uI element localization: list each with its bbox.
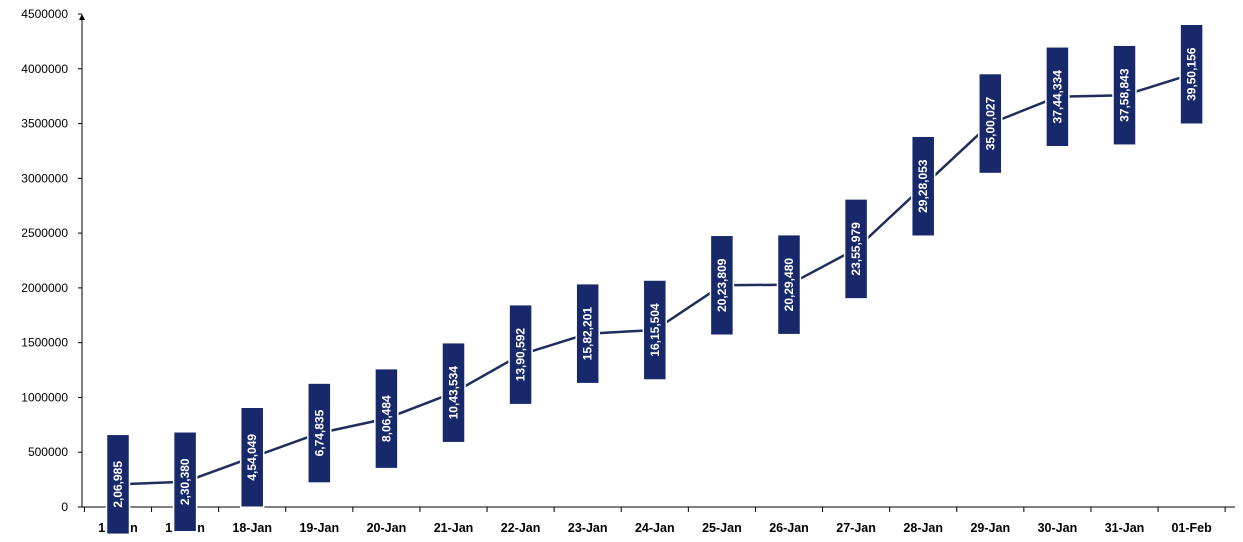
y-tick-label: 2000000 xyxy=(21,281,68,295)
data-label-text: 6,74,835 xyxy=(312,409,326,456)
data-label: 37,58,843 xyxy=(1112,44,1137,146)
data-label-text: 39,50,156 xyxy=(1185,47,1199,101)
data-label-box xyxy=(239,406,265,509)
data-label: 2,06,985 xyxy=(105,433,131,536)
y-axis-arrow-icon xyxy=(79,14,85,20)
data-label: 2,30,380 xyxy=(172,431,198,533)
data-label: 4,54,049 xyxy=(239,406,265,509)
x-axis: 16-Jan17-Jan18-Jan19-Jan20-Jan21-Jan22-J… xyxy=(82,506,1235,535)
data-label-box xyxy=(642,279,668,381)
x-tick-label: 01-Feb xyxy=(1171,521,1212,535)
data-label-box xyxy=(374,367,399,470)
data-label-text: 10,43,534 xyxy=(447,366,461,420)
data-labels-group: 2,06,985 2,30,380 4,54,049 6,74,835 8,06,484… xyxy=(105,23,1204,536)
x-tick-label: 23-Jan xyxy=(568,521,608,535)
data-label-box xyxy=(307,382,332,484)
data-label: 37,44,334 xyxy=(1045,46,1070,148)
y-tick-label: 3500000 xyxy=(21,117,68,131)
data-label-text: 20,29,480 xyxy=(782,258,796,312)
data-label-text: 20,23,809 xyxy=(715,258,729,312)
data-label-box xyxy=(575,282,600,385)
x-tick-label: 25-Jan xyxy=(702,521,742,535)
y-tick-label: 0 xyxy=(61,500,68,514)
data-label-text: 37,44,334 xyxy=(1050,70,1064,124)
series-line xyxy=(117,73,1192,486)
data-label: 15,82,201 xyxy=(575,282,600,385)
x-tick-label: 30-Jan xyxy=(1038,521,1078,535)
data-label-box xyxy=(910,135,936,237)
data-label-text: 23,55,979 xyxy=(849,222,863,276)
x-tick-label: 28-Jan xyxy=(903,521,943,535)
x-tick-label: 24-Jan xyxy=(635,521,675,535)
x-tick-label: 20-Jan xyxy=(367,521,407,535)
data-label-text: 8,06,484 xyxy=(379,395,393,442)
x-tick-label: 22-Jan xyxy=(501,521,541,535)
y-tick-label: 500000 xyxy=(28,445,68,459)
data-label-box xyxy=(843,198,869,300)
data-label-text: 2,06,985 xyxy=(111,461,125,508)
data-label-text: 2,30,380 xyxy=(178,458,192,505)
data-label-text: 4,54,049 xyxy=(245,434,259,481)
data-label: 35,00,027 xyxy=(978,72,1003,175)
data-label-text: 35,00,027 xyxy=(983,97,997,151)
data-label-box xyxy=(978,72,1003,175)
data-label-box xyxy=(441,341,466,444)
y-tick-label: 2500000 xyxy=(21,226,68,240)
x-tick-label: 21-Jan xyxy=(434,521,474,535)
y-tick-label: 1500000 xyxy=(21,336,68,350)
data-label-text: 13,90,592 xyxy=(514,328,528,382)
y-tick-label: 4500000 xyxy=(21,7,68,21)
data-label-text: 15,82,201 xyxy=(581,307,595,361)
y-tick-label: 3000000 xyxy=(21,171,68,185)
x-tick-label: 19-Jan xyxy=(299,521,339,535)
data-label-text: 37,58,843 xyxy=(1118,68,1132,122)
data-label-box xyxy=(709,234,735,337)
data-label: 29,28,053 xyxy=(910,135,936,237)
data-label: 10,43,534 xyxy=(441,341,466,444)
data-label-box xyxy=(105,433,131,536)
data-label-text: 29,28,053 xyxy=(916,159,930,213)
x-tick-label: 18-Jan xyxy=(232,521,272,535)
data-label: 16,15,504 xyxy=(642,279,668,381)
data-label: 8,06,484 xyxy=(374,367,399,470)
data-label: 20,29,480 xyxy=(776,233,802,336)
data-label: 39,50,156 xyxy=(1179,23,1204,125)
data-label-box xyxy=(1112,44,1137,146)
data-label: 20,23,809 xyxy=(709,234,735,337)
data-label-box xyxy=(1179,23,1204,125)
data-label: 6,74,835 xyxy=(307,382,332,484)
x-tick-label: 29-Jan xyxy=(970,521,1010,535)
x-tick-label: 26-Jan xyxy=(769,521,809,535)
data-label: 13,90,592 xyxy=(508,303,533,406)
data-label-box xyxy=(172,431,198,533)
x-tick-label: 27-Jan xyxy=(836,521,876,535)
x-tick-label: 31-Jan xyxy=(1105,521,1145,535)
y-tick-label: 4000000 xyxy=(21,62,68,76)
y-tick-label: 1000000 xyxy=(21,390,68,404)
y-axis: 4500000 4000000 3500000 3000000 2500000 20000… xyxy=(21,7,85,514)
data-label: 23,55,979 xyxy=(843,198,869,300)
data-label-box xyxy=(776,233,802,336)
data-label-text: 16,15,504 xyxy=(648,303,662,357)
data-label-box xyxy=(508,303,533,406)
data-label-box xyxy=(1045,46,1070,148)
